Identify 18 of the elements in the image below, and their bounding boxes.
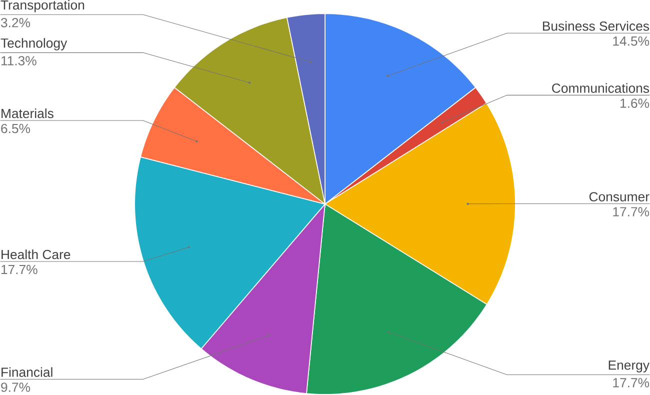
data-label: 9.7% xyxy=(1,382,30,392)
slice-label: Transportation xyxy=(0,0,84,12)
data-label: 1.6% xyxy=(620,98,650,108)
slice-label: Health Care xyxy=(2,250,70,260)
data-label: 14.5% xyxy=(613,36,650,46)
data-label: 17.7% xyxy=(1,264,38,274)
slice-label: Business Services xyxy=(542,21,650,31)
slice-label: Consumer xyxy=(589,192,650,202)
slice-label: Communications xyxy=(552,83,650,93)
data-label: 17.7% xyxy=(613,207,650,216)
data-label: 3.2% xyxy=(0,18,30,28)
slice-label: Energy xyxy=(608,360,650,372)
data-label: 11.3% xyxy=(1,56,36,66)
data-label: 6.5% xyxy=(1,124,30,134)
data-label: 17.7% xyxy=(613,378,650,388)
slice-label: Technology xyxy=(0,38,68,50)
slice-label: Financial xyxy=(2,367,52,377)
slice-label: Materials xyxy=(2,108,54,118)
